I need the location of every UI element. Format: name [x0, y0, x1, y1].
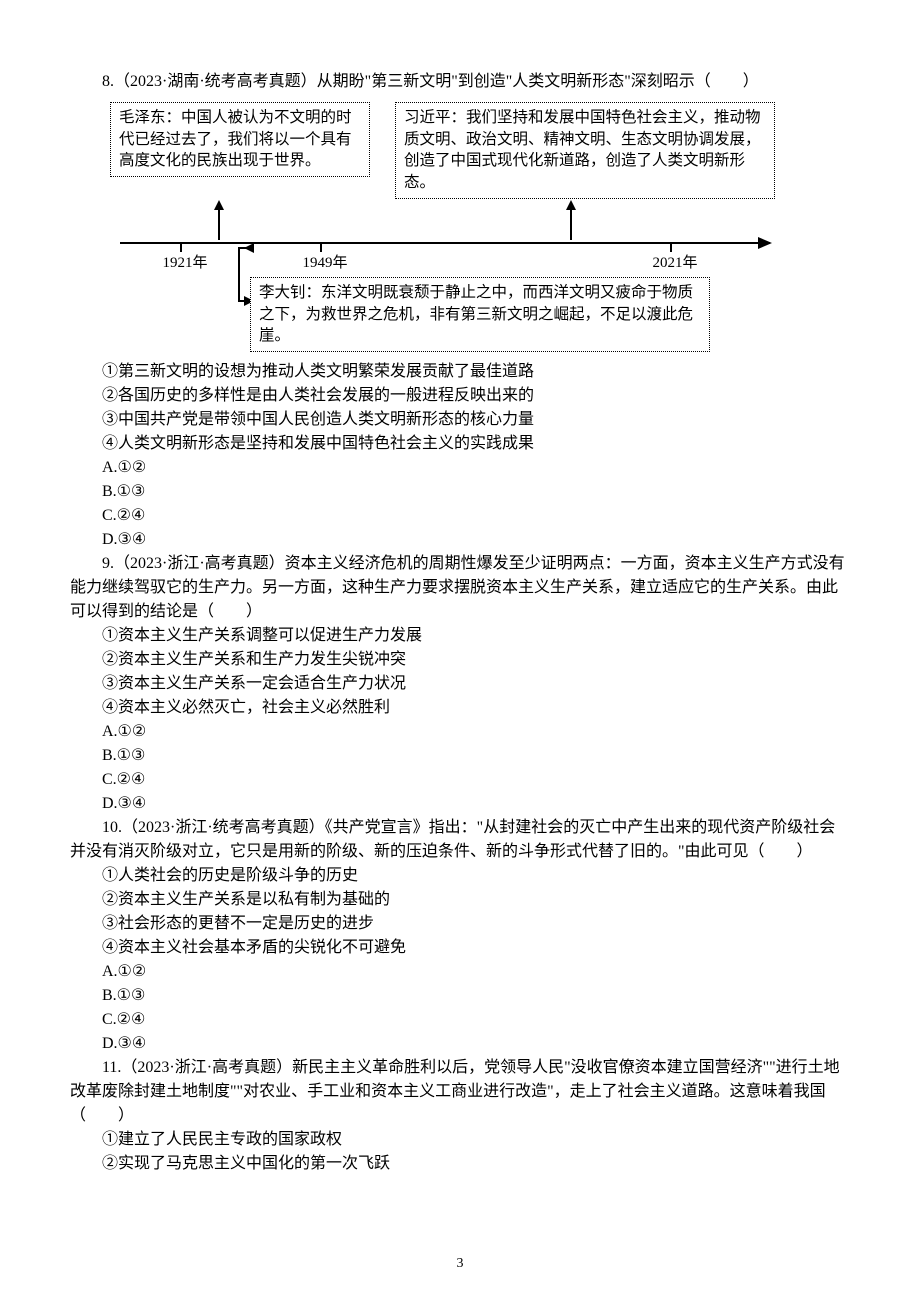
- q8-opt-b[interactable]: B.①③: [70, 480, 850, 504]
- q8-s2: ②各国历史的多样性是由人类社会发展的一般进程反映出来的: [70, 384, 850, 408]
- box-xi: 习近平：我们坚持和发展中国特色社会主义，推动物质文明、政治文明、精神文明、生态文…: [395, 102, 775, 199]
- q10-s2: ②资本主义生产关系是以私有制为基础的: [70, 888, 850, 912]
- year-label: 1921年: [162, 252, 207, 275]
- q8-s3: ③中国共产党是带领中国人民创造人类文明新形态的核心力量: [70, 408, 850, 432]
- q10-opt-b[interactable]: B.①③: [70, 984, 850, 1008]
- q8-diagram: 毛泽东：中国人被认为不文明的时代已经过去了，我们将以一个具有高度文化的民族出现于…: [110, 102, 780, 352]
- q10-opt-a[interactable]: A.①②: [70, 960, 850, 984]
- q8-s1: ①第三新文明的设想为推动人类文明繁荣发展贡献了最佳道路: [70, 360, 850, 384]
- q11-s1: ①建立了人民民主专政的国家政权: [70, 1128, 850, 1152]
- q10-stem: 10.（2023·浙江·统考高考真题）《共产党宣言》指出："从封建社会的灭亡中产…: [70, 816, 850, 864]
- q9-opt-d[interactable]: D.③④: [70, 792, 850, 816]
- arrow-up-icon: [218, 202, 220, 240]
- box-li: 李大钊：东洋文明既衰颓于静止之中，而西洋文明又疲命于物质之下，为救世界之危机，非…: [250, 277, 710, 352]
- timeline-axis: [120, 242, 770, 244]
- q9-opt-c[interactable]: C.②④: [70, 768, 850, 792]
- q10-opt-c[interactable]: C.②④: [70, 1008, 850, 1032]
- q10-s1: ①人类社会的历史是阶级斗争的历史: [70, 864, 850, 888]
- tick-icon: [320, 242, 322, 252]
- q9-s4: ④资本主义必然灭亡，社会主义必然胜利: [70, 696, 850, 720]
- box-mao: 毛泽东：中国人被认为不文明的时代已经过去了，我们将以一个具有高度文化的民族出现于…: [110, 102, 370, 177]
- q9-stem: 9.（2023·浙江·高考真题）资本主义经济危机的周期性爆发至少证明两点：一方面…: [70, 552, 850, 624]
- tick-icon: [670, 242, 672, 252]
- page-number: 3: [0, 1253, 920, 1274]
- q9-opt-a[interactable]: A.①②: [70, 720, 850, 744]
- tick-icon: [180, 242, 182, 252]
- q10-opt-d[interactable]: D.③④: [70, 1032, 850, 1056]
- q8-opt-c[interactable]: C.②④: [70, 504, 850, 528]
- year-label: 1949年: [302, 252, 347, 275]
- q8-s4: ④人类文明新形态是坚持和发展中国特色社会主义的实践成果: [70, 432, 850, 456]
- q9-s1: ①资本主义生产关系调整可以促进生产力发展: [70, 624, 850, 648]
- arrow-up-icon: [570, 202, 572, 240]
- arrow-down-icon: [238, 247, 240, 302]
- q9-s3: ③资本主义生产关系一定会适合生产力状况: [70, 672, 850, 696]
- q8-opt-d[interactable]: D.③④: [70, 528, 850, 552]
- q8-opt-a[interactable]: A.①②: [70, 456, 850, 480]
- q11-stem: 11.（2023·浙江·高考真题）新民主主义革命胜利以后，党领导人民"没收官僚资…: [70, 1056, 850, 1128]
- q9-opt-b[interactable]: B.①③: [70, 744, 850, 768]
- q9-s2: ②资本主义生产关系和生产力发生尖锐冲突: [70, 648, 850, 672]
- year-label: 2021年: [652, 252, 697, 275]
- q10-s4: ④资本主义社会基本矛盾的尖锐化不可避免: [70, 936, 850, 960]
- q8-stem: 8.（2023·湖南·统考高考真题）从期盼"第三新文明"到创造"人类文明新形态"…: [70, 70, 850, 94]
- q11-s2: ②实现了马克思主义中国化的第一次飞跃: [70, 1152, 850, 1176]
- q10-s3: ③社会形态的更替不一定是历史的进步: [70, 912, 850, 936]
